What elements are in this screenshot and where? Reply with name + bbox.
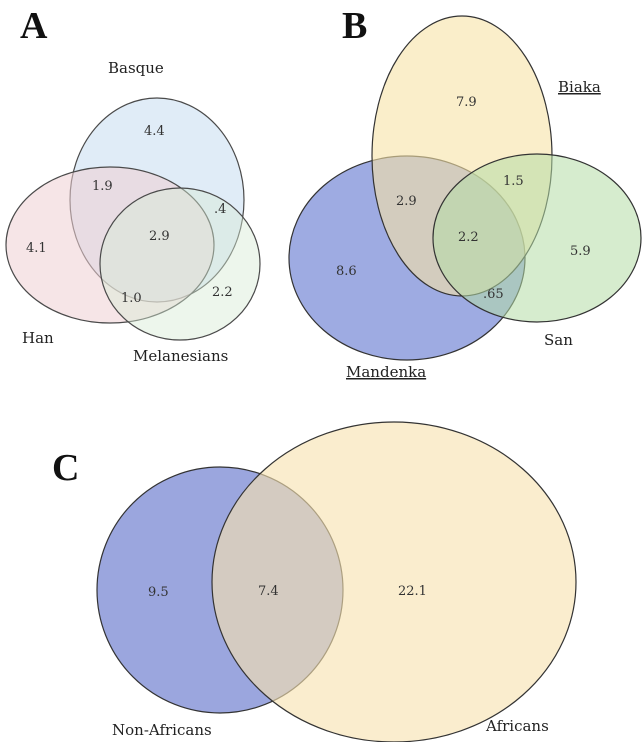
melanesians-only-value: 2.2	[212, 285, 233, 300]
mandenka-label: Mandenka	[346, 363, 426, 381]
panel-b-label: B	[342, 5, 367, 47]
africans-label: Africans	[485, 717, 549, 735]
melanesians-label: Melanesians	[133, 347, 228, 365]
panel-a-label: A	[20, 5, 48, 47]
panel-c-label: C	[52, 447, 79, 489]
san-set-circle	[432, 153, 642, 323]
san-label: San	[544, 331, 573, 349]
basque-melanesians-value: .4	[214, 202, 226, 217]
shared-value: 7.4	[258, 584, 279, 599]
han-only-value: 4.1	[26, 241, 47, 256]
han-set-circle	[5, 166, 215, 324]
biaka-only-value: 7.9	[456, 95, 477, 110]
panel-b: B Biaka Mandenka San 7.9 8.6 5.9 2.9 1.5…	[288, 5, 642, 381]
basque-label: Basque	[108, 59, 164, 77]
africans-set-circle	[211, 421, 577, 742]
panel-a: A Basque Han Melanesians 4.4 4.1 2.2 1.9…	[5, 5, 261, 365]
biaka-label: Biaka	[558, 78, 601, 96]
africans-only-value: 22.1	[398, 584, 427, 599]
han-label: Han	[22, 329, 54, 347]
all-three-value: 2.9	[149, 229, 170, 244]
non-africans-label: Non-Africans	[112, 721, 212, 739]
biaka-san-value: 1.5	[503, 174, 524, 189]
basque-only-value: 4.4	[144, 124, 165, 139]
biaka-mandenka-value: 2.9	[396, 194, 417, 209]
non-africans-only-value: 9.5	[148, 585, 169, 600]
han-melanesians-value: 1.0	[121, 291, 142, 306]
melanesians-set-circle	[99, 187, 261, 341]
mandenka-only-value: 8.6	[336, 264, 357, 279]
panel-c: C Non-Africans Africans 9.5 7.4 22.1	[52, 421, 577, 742]
basque-han-value: 1.9	[92, 179, 113, 194]
all-three-value: 2.2	[458, 230, 479, 245]
mandenka-san-value: .65	[483, 287, 504, 302]
san-only-value: 5.9	[570, 244, 591, 259]
